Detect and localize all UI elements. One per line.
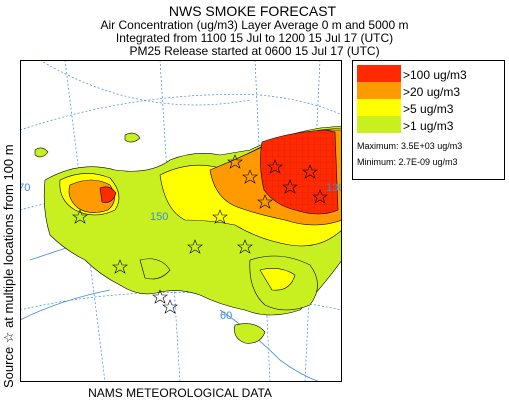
min-concentration: Minimum: 2.7E-09 ug/m3	[357, 157, 458, 167]
source-side-label: Source ☆ at multiple locations from 100 …	[1, 144, 16, 388]
legend-swatch-lime	[357, 116, 401, 133]
label-lon-150: 150	[150, 211, 168, 223]
legend-swatch-yellow	[357, 99, 401, 116]
legend-swatch-red	[357, 65, 401, 82]
legend-item-5: >5 ug/m3	[357, 99, 453, 116]
legend-swatch-orange	[357, 82, 401, 99]
source-stars	[72, 154, 328, 314]
map-frame	[20, 60, 342, 382]
label-lon-170: 170	[20, 182, 30, 194]
legend-label: >20 ug/m3	[403, 84, 461, 99]
legend-item-100: >100 ug/m3	[357, 65, 467, 82]
legend-label: >5 ug/m3	[403, 101, 454, 116]
subtitle-release-time: PM25 Release started at 0600 15 Jul 17 (…	[129, 44, 380, 58]
concentration-legend: >100 ug/m3 >20 ug/m3 >5 ug/m3 >1 ug/m3 M…	[352, 60, 505, 180]
legend-item-20: >20 ug/m3	[357, 82, 460, 99]
subtitle-concentration: Air Concentration (ug/m3) Layer Average …	[100, 18, 409, 32]
max-concentration: Maximum: 3.5E+03 ug/m3	[357, 141, 463, 151]
label-lat-60: 60	[220, 310, 232, 322]
label-lon-130: 130	[326, 182, 342, 194]
map-title: NWS SMOKE FORECAST	[168, 3, 337, 19]
subtitle-integration-period: Integrated from 1100 15 Jul to 1200 15 J…	[115, 31, 394, 45]
smoke-contours	[34, 125, 342, 344]
smoke-map: 170 150 60 130	[20, 60, 342, 382]
legend-label: >100 ug/m3	[403, 67, 467, 82]
met-data-footer: NAMS METEOROLOGICAL DATA	[88, 386, 272, 400]
legend-label: >1 ug/m3	[403, 118, 454, 133]
legend-item-1: >1 ug/m3	[357, 116, 453, 133]
